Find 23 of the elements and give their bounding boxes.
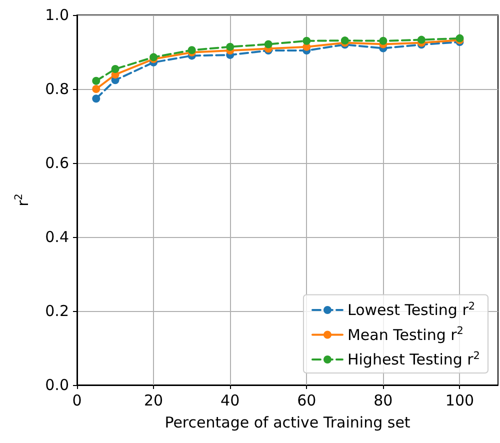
point	[417, 36, 426, 44]
point	[226, 42, 234, 51]
x-axis-title: Percentage of active Training set	[164, 414, 410, 432]
x-tick-label: 40	[220, 392, 240, 410]
x-tick-label: 20	[144, 392, 164, 410]
point	[92, 94, 100, 103]
y-tick-label: 0.4	[45, 228, 69, 246]
y-tick-label: 0.0	[45, 376, 69, 394]
y-tick-label: 0.8	[45, 80, 69, 98]
x-tick-label: 60	[297, 392, 316, 410]
x-tick-label: 0	[72, 392, 82, 410]
y-tick-label: 1.0	[45, 6, 69, 24]
point	[264, 40, 272, 48]
x-tick-label: 100	[445, 392, 474, 410]
point	[111, 65, 120, 74]
point	[302, 36, 311, 45]
y-axis-title: r2	[13, 194, 32, 206]
y-tick-label: 0.2	[45, 302, 69, 320]
point	[92, 76, 100, 85]
point	[92, 85, 100, 93]
point	[379, 36, 388, 45]
x-tick-label: 80	[374, 392, 393, 410]
y-tick-label: 0.6	[45, 154, 69, 172]
